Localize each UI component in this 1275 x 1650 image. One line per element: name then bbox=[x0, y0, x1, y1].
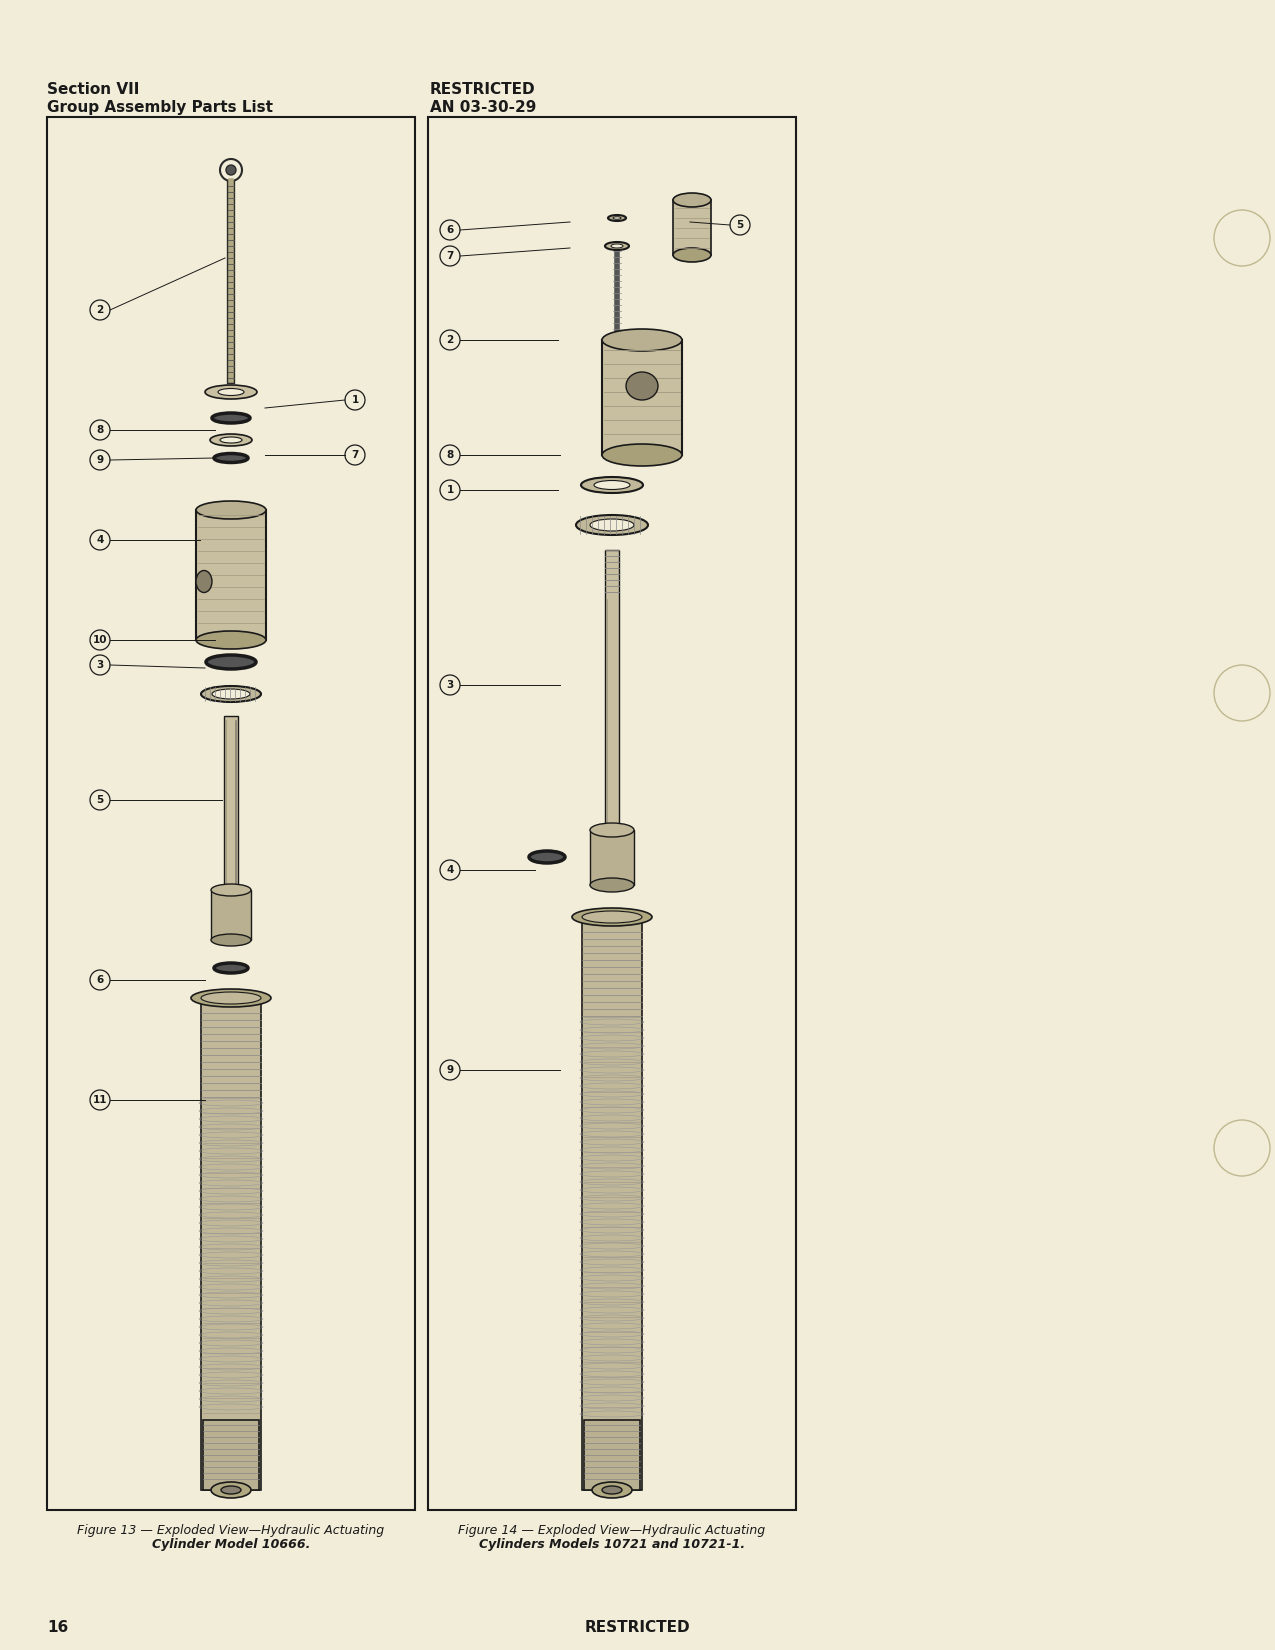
Text: AN 03-30-29: AN 03-30-29 bbox=[430, 101, 537, 116]
Text: 6: 6 bbox=[446, 224, 454, 234]
Ellipse shape bbox=[611, 244, 623, 248]
Bar bbox=[584, 1421, 640, 1490]
Ellipse shape bbox=[214, 454, 249, 462]
Ellipse shape bbox=[590, 878, 634, 893]
Ellipse shape bbox=[592, 1482, 632, 1498]
Ellipse shape bbox=[226, 165, 236, 175]
Bar bbox=[428, 117, 796, 1510]
Circle shape bbox=[1214, 210, 1270, 266]
Ellipse shape bbox=[613, 216, 621, 219]
Ellipse shape bbox=[221, 437, 242, 442]
Text: 1: 1 bbox=[352, 394, 358, 404]
Ellipse shape bbox=[594, 480, 630, 490]
Bar bbox=[602, 340, 682, 455]
Ellipse shape bbox=[212, 690, 250, 700]
Ellipse shape bbox=[221, 1487, 241, 1493]
Text: 5: 5 bbox=[737, 219, 743, 229]
Ellipse shape bbox=[602, 1487, 622, 1493]
Ellipse shape bbox=[191, 988, 272, 1006]
Ellipse shape bbox=[590, 823, 634, 837]
Text: 11: 11 bbox=[93, 1096, 107, 1106]
Text: 4: 4 bbox=[97, 535, 103, 544]
Text: RESTRICTED: RESTRICTED bbox=[585, 1620, 690, 1635]
Ellipse shape bbox=[602, 444, 682, 465]
Text: 8: 8 bbox=[97, 426, 103, 436]
Ellipse shape bbox=[221, 158, 242, 182]
Text: 7: 7 bbox=[446, 251, 454, 261]
Ellipse shape bbox=[210, 434, 252, 446]
Text: 4: 4 bbox=[446, 865, 454, 874]
Ellipse shape bbox=[210, 1482, 251, 1498]
Bar bbox=[47, 117, 414, 1510]
Ellipse shape bbox=[572, 908, 652, 926]
Text: Cylinders Models 10721 and 10721-1.: Cylinders Models 10721 and 10721-1. bbox=[479, 1538, 745, 1551]
Text: Figure 13 — Exploded View—Hydraulic Actuating: Figure 13 — Exploded View—Hydraulic Actu… bbox=[78, 1525, 385, 1538]
Ellipse shape bbox=[608, 214, 626, 221]
Text: 16: 16 bbox=[47, 1620, 69, 1635]
Text: 8: 8 bbox=[446, 450, 454, 460]
Text: Cylinder Model 10666.: Cylinder Model 10666. bbox=[152, 1538, 310, 1551]
Text: 9: 9 bbox=[97, 455, 103, 465]
Text: 9: 9 bbox=[446, 1064, 454, 1076]
Bar bbox=[224, 716, 238, 940]
Text: 6: 6 bbox=[97, 975, 103, 985]
Ellipse shape bbox=[673, 248, 711, 262]
Text: RESTRICTED: RESTRICTED bbox=[430, 82, 536, 97]
Ellipse shape bbox=[196, 571, 212, 592]
Ellipse shape bbox=[581, 911, 643, 922]
Ellipse shape bbox=[207, 655, 256, 668]
Text: 2: 2 bbox=[446, 335, 454, 345]
Ellipse shape bbox=[673, 193, 711, 206]
Bar bbox=[210, 889, 251, 940]
Ellipse shape bbox=[581, 477, 643, 493]
Ellipse shape bbox=[606, 243, 629, 251]
Ellipse shape bbox=[529, 851, 565, 863]
Circle shape bbox=[1214, 665, 1270, 721]
Ellipse shape bbox=[210, 884, 251, 896]
Ellipse shape bbox=[201, 686, 261, 701]
Text: 2: 2 bbox=[97, 305, 103, 315]
Bar bbox=[606, 549, 618, 830]
Ellipse shape bbox=[626, 371, 658, 399]
Ellipse shape bbox=[196, 502, 266, 520]
Bar bbox=[196, 510, 266, 640]
Ellipse shape bbox=[201, 992, 261, 1003]
Text: 3: 3 bbox=[97, 660, 103, 670]
Ellipse shape bbox=[210, 934, 251, 945]
Ellipse shape bbox=[576, 515, 648, 535]
Text: 10: 10 bbox=[93, 635, 107, 645]
Ellipse shape bbox=[590, 520, 634, 531]
Ellipse shape bbox=[602, 328, 682, 351]
Ellipse shape bbox=[196, 630, 266, 648]
Ellipse shape bbox=[214, 964, 249, 973]
Bar bbox=[203, 1421, 259, 1490]
Text: Figure 14 — Exploded View—Hydraulic Actuating: Figure 14 — Exploded View—Hydraulic Actu… bbox=[459, 1525, 765, 1538]
Ellipse shape bbox=[218, 388, 244, 396]
Bar bbox=[590, 830, 634, 884]
Bar bbox=[201, 998, 261, 1490]
Text: 3: 3 bbox=[446, 680, 454, 690]
Bar bbox=[673, 200, 711, 256]
Text: 5: 5 bbox=[97, 795, 103, 805]
Ellipse shape bbox=[212, 412, 250, 422]
Text: Section VII: Section VII bbox=[47, 82, 139, 97]
Text: 7: 7 bbox=[352, 450, 358, 460]
Ellipse shape bbox=[205, 384, 258, 399]
Text: Group Assembly Parts List: Group Assembly Parts List bbox=[47, 101, 273, 116]
Circle shape bbox=[1214, 1120, 1270, 1176]
Text: 1: 1 bbox=[446, 485, 454, 495]
Bar bbox=[581, 917, 643, 1490]
